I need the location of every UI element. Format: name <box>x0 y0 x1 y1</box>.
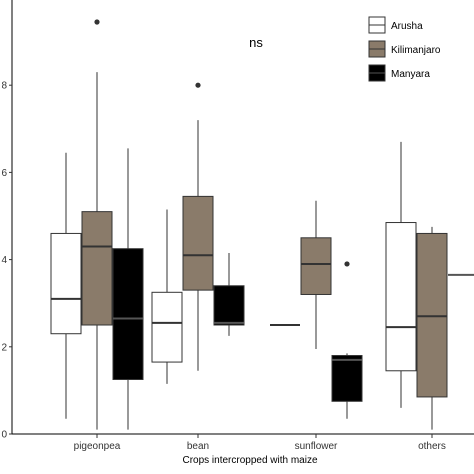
box-kilimanjaro-pigeonpea <box>81 19 113 430</box>
legend-label: Manyara <box>391 69 430 80</box>
box-body <box>182 195 214 291</box>
box-body <box>385 222 417 372</box>
x-axis-title: Crops intercropped with maize <box>182 455 317 466</box>
x-tick-label: bean <box>187 441 209 452</box>
box-body <box>112 248 144 380</box>
box-body <box>416 232 448 398</box>
box-manyara-sunflower <box>331 261 363 419</box>
box-body <box>151 291 183 363</box>
legend-label: Arusha <box>391 21 423 32</box>
box-body <box>331 355 363 402</box>
outlier-point <box>94 19 100 25</box>
x-tick-label: pigeonpea <box>74 441 121 452</box>
legend-item-kilimanjaro: Kilimanjaro <box>368 40 441 58</box>
legend-item-manyara: Manyara <box>368 64 430 82</box>
y-axis: 0 2 4 6 8 <box>1 81 12 441</box>
box-manyara-bean <box>213 253 245 336</box>
box-kilimanjaro-others <box>416 226 448 430</box>
legend: Arusha Kilimanjaro Manyara <box>365 13 445 91</box>
y-tick-label: 8 <box>1 81 7 92</box>
box-body <box>50 232 82 335</box>
plot-area <box>50 19 474 430</box>
axes-frame <box>11 0 474 435</box>
outlier-point <box>344 261 350 267</box>
significance-annotation: ns <box>249 35 263 50</box>
box-arusha-others <box>385 141 417 408</box>
legend-label: Kilimanjaro <box>391 45 441 56</box>
box-body <box>81 211 113 326</box>
legend-item-arusha: Arusha <box>368 16 423 34</box>
box-arusha-pigeonpea <box>50 152 82 419</box>
box-body <box>300 237 332 295</box>
x-tick-label: sunflower <box>295 441 338 452</box>
y-tick-label: 4 <box>1 255 7 266</box>
y-tick-label: 6 <box>1 168 7 179</box>
box-kilimanjaro-sunflower <box>300 200 332 349</box>
box-kilimanjaro-bean <box>182 82 214 371</box>
x-tick-label: others <box>418 441 446 452</box>
y-tick-label: 0 <box>1 430 7 441</box>
box-arusha-bean <box>151 209 183 384</box>
x-axis: pigeonpea bean sunflower others <box>74 434 446 452</box>
box-body <box>213 285 245 326</box>
outlier-point <box>195 82 201 88</box>
y-tick-label: 2 <box>1 342 7 353</box>
box-manyara-pigeonpea <box>112 148 144 430</box>
